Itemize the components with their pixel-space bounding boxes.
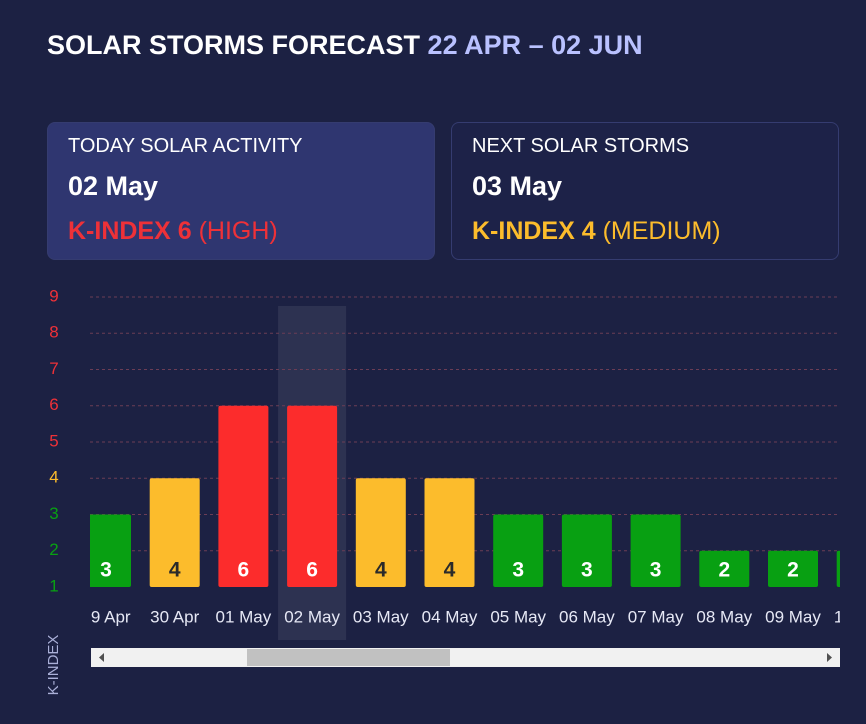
bar [355, 478, 406, 587]
card-date: 02 May [68, 171, 159, 201]
bar [768, 550, 818, 587]
bar [493, 514, 544, 587]
bar [630, 514, 681, 587]
card-heading: NEXT SOLAR STORMS [472, 135, 690, 157]
next-card: NEXT SOLAR STORMS 03 May K-INDEX 4 (MEDI… [451, 122, 839, 260]
bar [90, 514, 131, 587]
value-label: 3 [650, 559, 662, 582]
x-tick-label: 02 May [284, 607, 340, 626]
y-tick-label: 6 [49, 395, 58, 414]
bar [561, 514, 612, 587]
value-label: 4 [444, 559, 456, 582]
scroll-left[interactable] [99, 653, 104, 662]
bar [836, 550, 840, 587]
x-tick-label: 09 May [765, 607, 821, 626]
y-tick-label: 1 [49, 576, 58, 595]
y-tick-label: 5 [49, 431, 58, 450]
value-label: 3 [512, 559, 524, 582]
card-kindex: K-INDEX 4 (MEDIUM) [472, 217, 721, 246]
bar [699, 550, 750, 587]
x-tick-label: 10 May [834, 607, 866, 626]
y-tick-label: 9 [49, 286, 58, 305]
y-tick-label: 4 [49, 468, 58, 487]
x-tick-label: 01 May [216, 607, 272, 626]
y-tick-label: 7 [49, 359, 58, 378]
level: (MEDIUM) [602, 217, 721, 245]
y-tick-label: 3 [49, 504, 58, 523]
y-tick-label: 2 [49, 540, 58, 559]
title-text: SOLAR STORMS FORECAST [47, 30, 421, 60]
value-label: 2 [856, 559, 866, 582]
scroll-track[interactable] [91, 648, 840, 667]
x-tick-label: 08 May [696, 607, 752, 626]
value-label: 6 [306, 559, 318, 582]
value-label: 4 [169, 559, 181, 582]
scroll-thumb[interactable] [247, 649, 450, 666]
y-tick-label: 8 [49, 323, 58, 342]
kindex: K-INDEX 6 [68, 217, 192, 245]
value-label: 6 [238, 559, 250, 582]
card-date: 03 May [472, 171, 563, 201]
card-kindex: K-INDEX 6 (HIGH) [68, 217, 278, 246]
bar [287, 405, 338, 587]
bar [424, 478, 475, 587]
value-label: 2 [787, 559, 799, 582]
bar [149, 478, 200, 587]
x-tick-label: 30 Apr [150, 607, 199, 626]
x-tick-label: 29 Apr [81, 607, 130, 626]
level: (HIGH) [198, 217, 278, 245]
value-label: 3 [100, 559, 112, 582]
title: SOLAR STORMS FORECAST 22 APR – 02 JUN [47, 30, 643, 61]
x-tick-label: 07 May [628, 607, 684, 626]
plot-area: 3 29 Apr 4 30 Apr 6 01 May 6 02 May 4 03 May 4 04 M… [81, 296, 866, 640]
x-tick-label: 06 May [559, 607, 615, 626]
kindex: K-INDEX 4 [472, 217, 596, 245]
x-tick-label: 05 May [490, 607, 546, 626]
today-card: TODAY SOLAR ACTIVITY 02 May K-INDEX 6 (H… [47, 122, 435, 260]
value-label: 4 [375, 559, 387, 582]
scrollbar[interactable] [91, 648, 840, 667]
scroll-right[interactable] [827, 653, 832, 662]
bar [218, 405, 269, 587]
card-heading: TODAY SOLAR ACTIVITY [68, 135, 303, 157]
date-range: 22 APR – 02 JUN [427, 30, 643, 60]
y-axis-label: K-INDEX [45, 635, 62, 696]
x-tick-label: 03 May [353, 607, 409, 626]
value-label: 2 [718, 559, 730, 582]
x-tick-label: 04 May [422, 607, 478, 626]
value-label: 3 [581, 559, 593, 582]
